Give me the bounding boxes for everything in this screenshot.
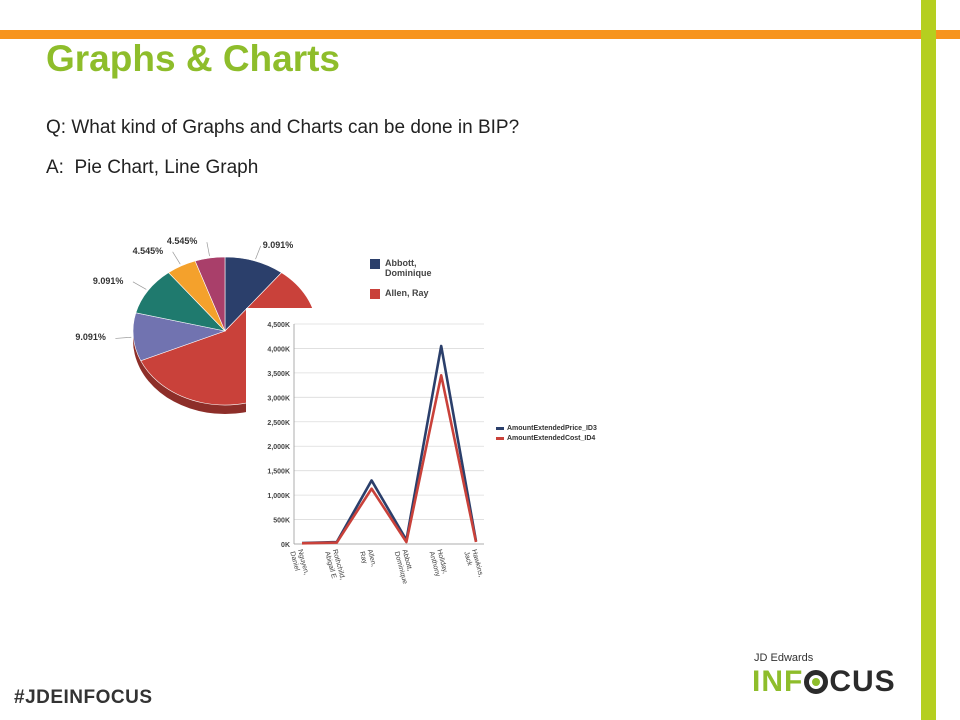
- legend-swatch: [496, 426, 504, 430]
- line-legend-item: AmountExtendedPrice_ID3: [496, 423, 597, 433]
- pie-slice: [194, 256, 226, 332]
- y-tick-label: 0K: [281, 542, 290, 549]
- legend-swatch: [370, 259, 380, 269]
- x-tick-label: Hawkins,Jack: [462, 549, 484, 580]
- pie-slice-label: 9.091%: [262, 239, 294, 250]
- answer-text: A: Pie Chart, Line Graph: [46, 157, 259, 178]
- y-tick-label: 2,000K: [267, 444, 290, 451]
- logo-brand: INF CUS: [752, 664, 896, 700]
- pie-legend-item: Abbott, Dominique: [370, 258, 490, 278]
- pie-slice-label: 4.545%: [132, 245, 164, 256]
- line-chart-svg: 0K 500K 1,000K 1,500K 2,000K 2,500K 3,000K 3,50…: [267, 322, 484, 585]
- legend-swatch: [370, 289, 380, 299]
- pie-slice-label: 9.091%: [92, 275, 124, 286]
- y-tick-label: 3,000K: [267, 395, 290, 402]
- x-tick-label: Rothchild,Abigail E: [323, 549, 346, 583]
- pie-leader-line: [255, 245, 262, 260]
- y-tick-label: 3,500K: [267, 371, 290, 378]
- pie-leader-line: [132, 281, 147, 290]
- legend-swatch: [496, 436, 504, 440]
- x-tick-label: Abbott,Dominique: [393, 549, 416, 585]
- pie-legend-label: Allen, Ray: [385, 288, 429, 298]
- pie-slice-label: 9.091%: [75, 332, 106, 343]
- right-accent-bar: [921, 0, 936, 720]
- logo-brand-right: CUS: [829, 665, 896, 698]
- pie-slice-label: 4.545%: [166, 236, 198, 247]
- y-tick-label: 4,000K: [267, 346, 290, 353]
- pie-leader-line: [172, 251, 181, 265]
- line-legend-item: AmountExtendedCost_ID4: [496, 433, 597, 443]
- y-tick-label: 1,000K: [267, 493, 290, 500]
- pie-legend-label: Abbott, Dominique: [385, 258, 432, 278]
- line-legend-label: AmountExtendedCost_ID4: [507, 434, 596, 442]
- y-tick-label: 2,500K: [267, 420, 290, 427]
- hashtag-label: #JDEINFOCUS: [14, 687, 153, 708]
- x-tick-label: Holiday,Anthony: [428, 549, 449, 578]
- logo-brand-left: INF: [752, 665, 804, 698]
- focus-o-icon: [804, 670, 829, 694]
- y-tick-label: 1,500K: [267, 469, 290, 476]
- y-tick-label: 4,500K: [267, 322, 290, 329]
- series-line: [301, 374, 478, 545]
- line-chart: 0K 500K 1,000K 1,500K 2,000K 2,500K 3,000K 3,50…: [246, 308, 490, 600]
- logo-top-text: JD Edwards: [754, 652, 814, 664]
- pie-legend: Abbott, Dominique Allen, Ray: [370, 258, 490, 309]
- slide-title: Graphs & Charts: [46, 38, 341, 79]
- line-legend-label: AmountExtendedPrice_ID3: [507, 424, 597, 432]
- question-text: Q: What kind of Graphs and Charts can be…: [46, 117, 520, 138]
- jde-infocus-logo: JD Edwards INF CUS: [752, 652, 896, 700]
- y-tick-label: 500K: [273, 518, 290, 525]
- top-accent-bar: [0, 30, 960, 39]
- pie-legend-item: Allen, Ray: [370, 288, 490, 299]
- line-legend: AmountExtendedPrice_ID3 AmountExtendedCos…: [496, 423, 597, 443]
- x-tick-label: Allen,Ray: [358, 549, 377, 570]
- x-tick-label: Nguyen,Daniel: [288, 549, 309, 578]
- pie-leader-line: [115, 336, 132, 339]
- pie-leader-line: [206, 242, 210, 257]
